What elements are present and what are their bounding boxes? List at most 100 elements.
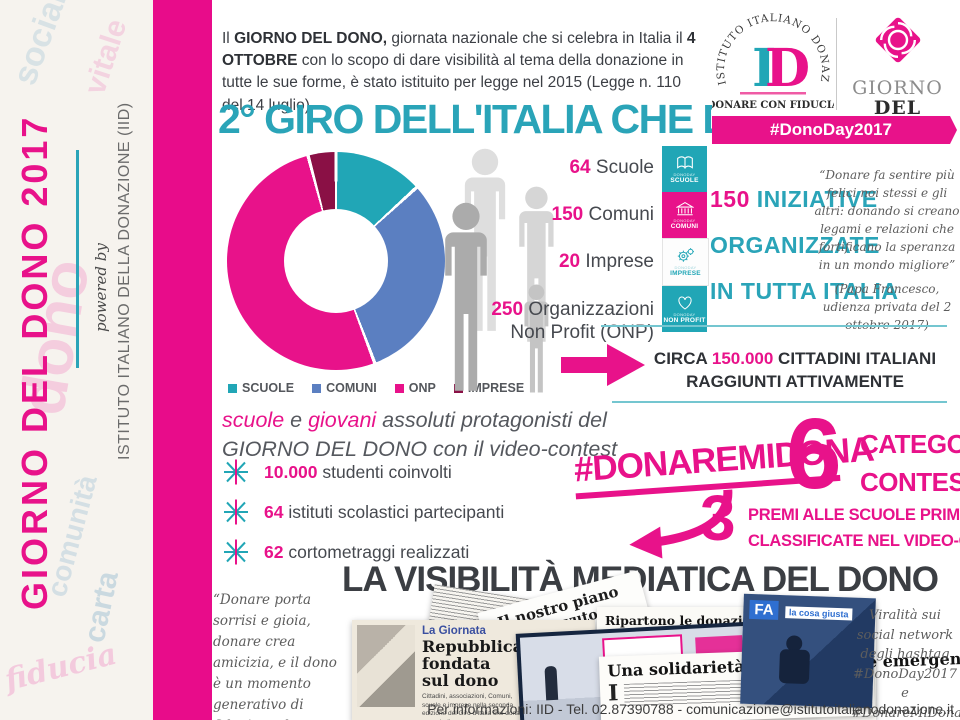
clipping-headline: Repubblica fondata sul dono: [422, 637, 523, 690]
iniziative-line: IN TUTTA ITALIA: [710, 278, 899, 304]
logo-word-giorno: GIORNO: [852, 77, 943, 99]
papa-francesco-quote: “Donare fa sentire più felici noi stessi…: [814, 166, 960, 334]
donoday-badges: DONODAY SCUOLE DONODAY COMUNI DONODAY IM…: [662, 146, 709, 332]
legend-label: SCUOLE: [242, 381, 295, 395]
badge-label: IMPRESE: [670, 270, 701, 277]
legend-item: SCUOLE: [228, 381, 294, 395]
badge-label: NON PROFIT: [663, 316, 706, 324]
iniziative-line: ORGANIZZATE: [710, 232, 880, 258]
mattarella-quote: “Donare porta sorrisi e gioia, donare cr…: [213, 590, 345, 720]
divider: [601, 325, 947, 327]
bullet-text: 64 istituti scolastici partecipanti: [264, 501, 505, 522]
social-virality-note: Viralità sui social network degli hashta…: [851, 608, 960, 720]
logo-block: ISTITUTO ITALIANO DONAZIONE I D DONARE C…: [707, 0, 957, 148]
reach-callout: CIRCA 150.000 CITTADINI ITALIANI RAGGIUN…: [634, 348, 956, 394]
badge-label: SCUOLE: [670, 176, 699, 184]
chart-legend: SCUOLE COMUNI ONP IMPRESE: [228, 381, 524, 395]
stage-figure: [544, 665, 559, 701]
legend-swatch: [312, 383, 322, 393]
asterisk-icon: [224, 499, 248, 525]
intro-paragraph: Il GIORNO DEL DONO, giornata nazionale c…: [222, 29, 696, 114]
divider: [76, 150, 79, 368]
iniziative-callout: 150 INIZIATIVE ORGANIZZATE IN TUTTA ITAL…: [710, 176, 898, 314]
svg-text:I: I: [752, 38, 776, 99]
svg-text:D: D: [765, 38, 810, 99]
legend-label: IMPRESE: [467, 381, 525, 395]
watermark-word: vitale: [78, 15, 134, 99]
legend-label: ONP: [408, 381, 436, 395]
donut-hole: [283, 208, 389, 314]
reach-line2: RAGGIUNTI ATTIVAMENTE: [686, 371, 904, 391]
contest-cat-line2: CONTEST: [860, 466, 960, 497]
accent-bar: [153, 0, 212, 720]
clipping-body: Cittadini, associazioni, Comuni, scuole …: [422, 693, 522, 720]
quote-attribution: (Papa Francesco, udienza privata del 2 o…: [822, 282, 952, 332]
bullet-text: 62 cortometraggi realizzati: [264, 541, 470, 562]
stat-row: 250 Organizzazioni Non Profit (ONP): [491, 298, 654, 343]
stat-row: 20 Imprese: [558, 251, 654, 273]
legend-item: COMUNI: [312, 381, 377, 395]
pope-photo: [357, 625, 415, 707]
quote-text: “Donare fa sentire più felici noi stessi…: [814, 168, 960, 272]
tv-show-logo: FA: [749, 599, 779, 620]
donut-chart: [227, 152, 445, 370]
iid-logo-graphic: ISTITUTO ITALIANO DONAZIONE I D DONARE C…: [707, 0, 840, 111]
asterisk-icon: [224, 539, 248, 565]
bullet-stat: 64 istituti scolastici partecipanti: [222, 498, 504, 526]
left-sidebar: sociale vitale dono comunità carta fiduc…: [0, 0, 153, 720]
donoday-ribbon: #DonoDay2017: [712, 116, 957, 144]
stat-row: 64 Scuole: [569, 157, 654, 178]
bank-icon: [675, 201, 694, 215]
organization-name-vertical: ISTITUTO ITALIANO DELLA DONAZIONE (IID): [116, 102, 133, 460]
asterisk-icon: [224, 459, 248, 485]
bullet-stat: 62 cortometraggi realizzati: [222, 538, 469, 566]
contest-premi-label: PREMI ALLE SCUOLE PRIME CLASSIFICATE NEL…: [748, 502, 960, 555]
badge-label: COMUNI: [670, 222, 699, 230]
contest-number-3: 3: [700, 482, 736, 554]
clipping-kicker: La Giornata: [422, 625, 486, 637]
tv-show-logo-line: la cosa giusta: [784, 606, 853, 621]
badge-non-profit: DONODAY NON PROFIT: [662, 286, 707, 332]
participation-stats: 64 Scuole 150 Comuni 20 Imprese 250 Orga…: [462, 156, 654, 368]
footer-contact: Per informazioni: IID - Tel. 02.87390788…: [427, 701, 954, 717]
badge-imprese: DONODAY IMPRESE: [662, 238, 709, 286]
contest-premi-line2: CLASSIFICATE NEL VIDEO-CONTEST: [748, 532, 960, 551]
badge-sub: DONODAY: [673, 171, 696, 177]
iniziative-line: 150 INIZIATIVE: [710, 186, 878, 212]
stat-row: 150 Comuni: [551, 204, 654, 226]
svg-text:DONARE CON FIDUCIA: DONARE CON FIDUCIA: [712, 100, 834, 111]
protagonists-text: scuole e giovani assoluti protagonisti d…: [222, 406, 617, 464]
protagonists-line1: scuole e giovani assoluti protagonisti d…: [222, 408, 607, 432]
quote-text: “Donare porta sorrisi e gioia, donare cr…: [213, 592, 337, 720]
badge-scuole: DONODAY SCUOLE: [662, 146, 707, 192]
legend-item: ONP: [394, 381, 436, 395]
powered-by-label: powered by: [92, 243, 110, 332]
diamond-knot-icon: [875, 17, 920, 63]
giorno-del-dono-logo: GIORNO DEL DONO: [840, 10, 955, 141]
bullet-text: 10.000 studenti coinvolti: [264, 461, 452, 482]
reach-line1: CIRCA 150.000 CITTADINI ITALIANI: [653, 349, 937, 368]
iid-logo: ISTITUTO ITALIANO DONAZIONE I D DONARE C…: [707, 0, 840, 112]
contest-categorie-label: CATEGORIE CONTEST: [860, 426, 960, 501]
curved-arrow-icon: [629, 489, 733, 559]
legend-swatch: [394, 383, 404, 393]
contest-cat-line1: CATEGORIE: [860, 429, 960, 459]
book-icon: [676, 155, 693, 169]
heart-icon: [677, 295, 692, 310]
arrow-right-icon: [561, 344, 645, 386]
divider: [612, 401, 947, 403]
event-title-vertical: GIORNO DEL DONO 2017: [14, 114, 55, 610]
watermark-word: fiducia: [1, 636, 121, 699]
badge-comuni: DONODAY COMUNI: [662, 192, 707, 238]
tv-figure-body: [778, 649, 811, 685]
donaremidona-banner: #DONAREMIDONA: [573, 430, 876, 559]
logo-divider: [836, 18, 837, 110]
protagonists-line2: GIORNO DEL DONO con il video-contest: [222, 437, 618, 462]
contest-premi-line1: PREMI ALLE SCUOLE PRIME: [748, 506, 960, 524]
badge-sub: DONODAY: [674, 265, 697, 270]
badge-sub: DONODAY: [673, 217, 696, 223]
badge-sub: DONODAY: [673, 311, 696, 317]
legend-swatch: [228, 383, 237, 393]
contest-number-6: 6: [786, 398, 842, 510]
